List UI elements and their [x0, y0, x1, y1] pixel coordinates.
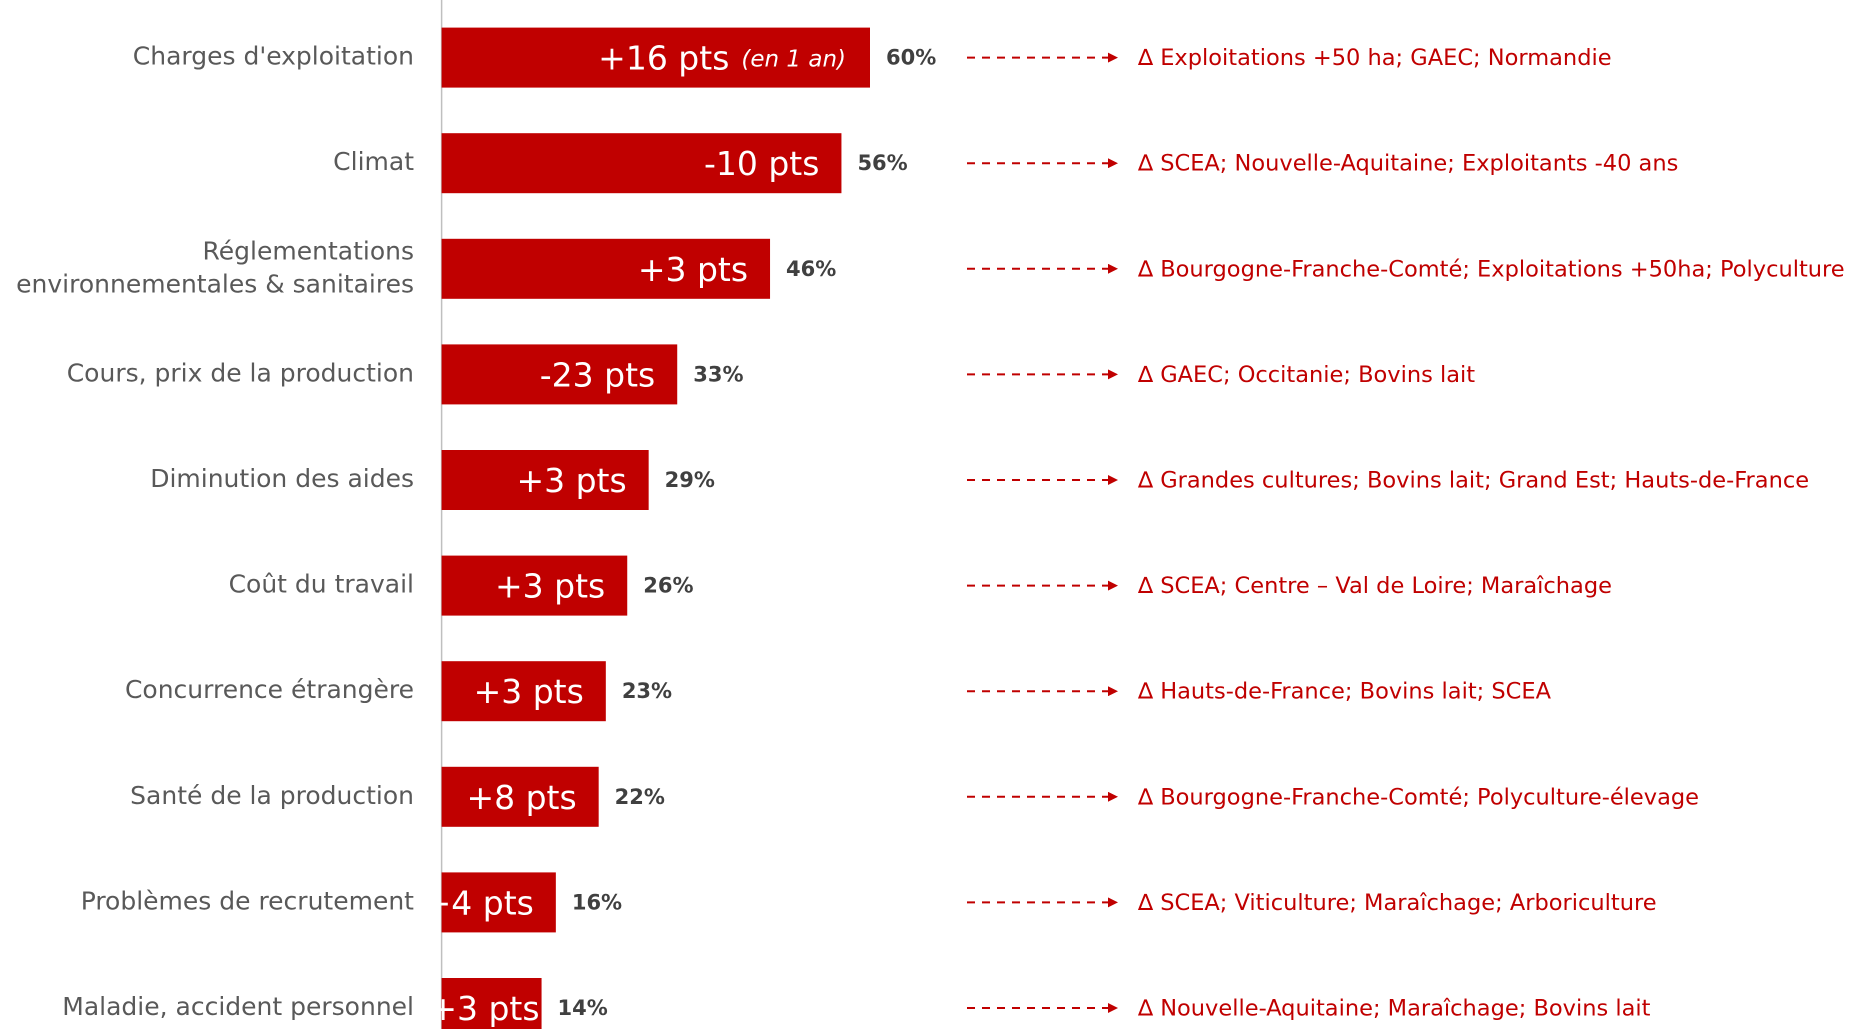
annotation: ∆ Bourgogne-Franche-Comté; Polyculture-é…	[1137, 784, 1699, 810]
category-label: Cours, prix de la production	[67, 358, 414, 387]
bar	[441, 661, 606, 722]
bar	[441, 872, 556, 933]
bar	[441, 978, 542, 1029]
annotation: ∆ SCEA; Viticulture; Maraîchage; Arboric…	[1137, 890, 1657, 916]
bar	[441, 27, 870, 88]
value-label: 23%	[622, 679, 672, 703]
bar	[441, 344, 678, 405]
value-label: 16%	[572, 890, 622, 914]
annotation: ∆ Nouvelle-Aquitaine; Maraîchage; Bovins…	[1137, 996, 1651, 1022]
change-value: +3 pts	[495, 566, 605, 605]
category-label: Problèmes de recrutement	[81, 886, 414, 915]
value-label: 14%	[558, 996, 608, 1020]
annotation: ∆ SCEA; Nouvelle-Aquitaine; Exploitants …	[1137, 151, 1678, 177]
change-label: +3 pts	[429, 989, 539, 1028]
change-label: -10 pts	[704, 144, 819, 183]
bar	[441, 450, 649, 510]
change-value: -23 pts	[540, 355, 655, 394]
value-label: 46%	[786, 257, 836, 281]
change-label: +3 pts	[516, 461, 626, 500]
change-value: +3 pts	[638, 249, 748, 288]
change-value: -10 pts	[704, 144, 819, 183]
value-label: 33%	[693, 362, 743, 386]
change-label: +3 pts	[638, 249, 748, 288]
change-label: -23 pts	[540, 355, 655, 394]
change-value: +8 pts	[466, 777, 576, 816]
annotation: ∆ Bourgogne-Franche-Comté; Exploitations…	[1137, 256, 1845, 282]
change-label: +3 pts	[495, 566, 605, 605]
annotation: ∆ GAEC; Occitanie; Bovins lait	[1137, 362, 1475, 388]
value-label: 60%	[886, 46, 936, 70]
change-label: +3 pts	[474, 672, 584, 711]
change-value: +3 pts	[516, 461, 626, 500]
value-label: 56%	[857, 151, 907, 175]
category-label: Réglementations environnementales & sanit…	[16, 236, 414, 298]
change-label: +4 pts	[424, 883, 534, 922]
annotation: ∆ Grandes cultures; Bovins lait; Grand E…	[1137, 468, 1809, 494]
bar	[441, 238, 771, 299]
category-label: Concurrence étrangère	[125, 675, 414, 704]
change-value: +3 pts	[429, 989, 539, 1028]
category-label: Santé de la production	[130, 781, 414, 810]
bar	[441, 133, 842, 194]
annotation: ∆ Exploitations +50 ha; GAEC; Normandie	[1137, 45, 1612, 71]
category-label: Climat	[333, 147, 414, 176]
bar	[441, 555, 628, 616]
category-label: Charges d'exploitation	[133, 42, 414, 71]
change-value: +4 pts	[424, 883, 534, 922]
value-label: 22%	[615, 785, 665, 809]
value-label: 29%	[665, 468, 715, 492]
change-note: (en 1 an)	[741, 46, 846, 72]
change-label: +8 pts	[466, 777, 576, 816]
change-value: +16 pts	[598, 38, 729, 77]
change-value: +3 pts	[474, 672, 584, 711]
annotation: ∆ Hauts-de-France; Bovins lait; SCEA	[1137, 679, 1552, 705]
change-label: +16 pts (en 1 an)	[598, 38, 846, 77]
bar	[441, 766, 599, 827]
category-label: Maladie, accident personnel	[62, 992, 414, 1021]
value-label: 26%	[643, 574, 693, 598]
category-label: Coût du travail	[229, 570, 414, 599]
annotation: ∆ SCEA; Centre – Val de Loire; Maraîchag…	[1137, 573, 1612, 599]
category-label: Diminution des aides	[150, 464, 414, 493]
